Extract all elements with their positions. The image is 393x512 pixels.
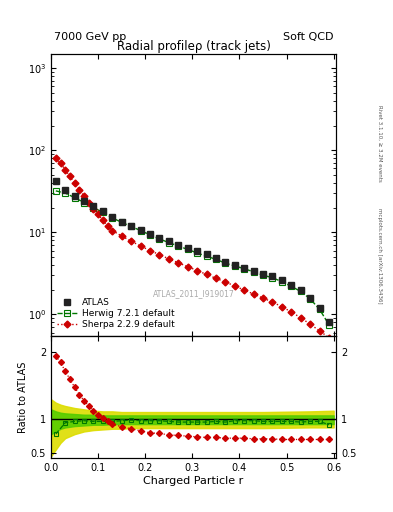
Text: mcplots.cern.ch [arXiv:1306.3436]: mcplots.cern.ch [arXiv:1306.3436] xyxy=(377,208,382,304)
X-axis label: Charged Particle r: Charged Particle r xyxy=(143,476,244,486)
Title: Radial profileρ (track jets): Radial profileρ (track jets) xyxy=(117,39,270,53)
Text: Rivet 3.1.10, ≥ 3.2M events: Rivet 3.1.10, ≥ 3.2M events xyxy=(377,105,382,182)
Y-axis label: Ratio to ATLAS: Ratio to ATLAS xyxy=(18,361,28,433)
Text: ATLAS_2011_I919017: ATLAS_2011_I919017 xyxy=(152,289,235,298)
Text: Soft QCD: Soft QCD xyxy=(283,32,333,42)
Text: 7000 GeV pp: 7000 GeV pp xyxy=(54,32,126,42)
Legend: ATLAS, Herwig 7.2.1 default, Sherpa 2.2.9 default: ATLAS, Herwig 7.2.1 default, Sherpa 2.2.… xyxy=(55,296,176,331)
